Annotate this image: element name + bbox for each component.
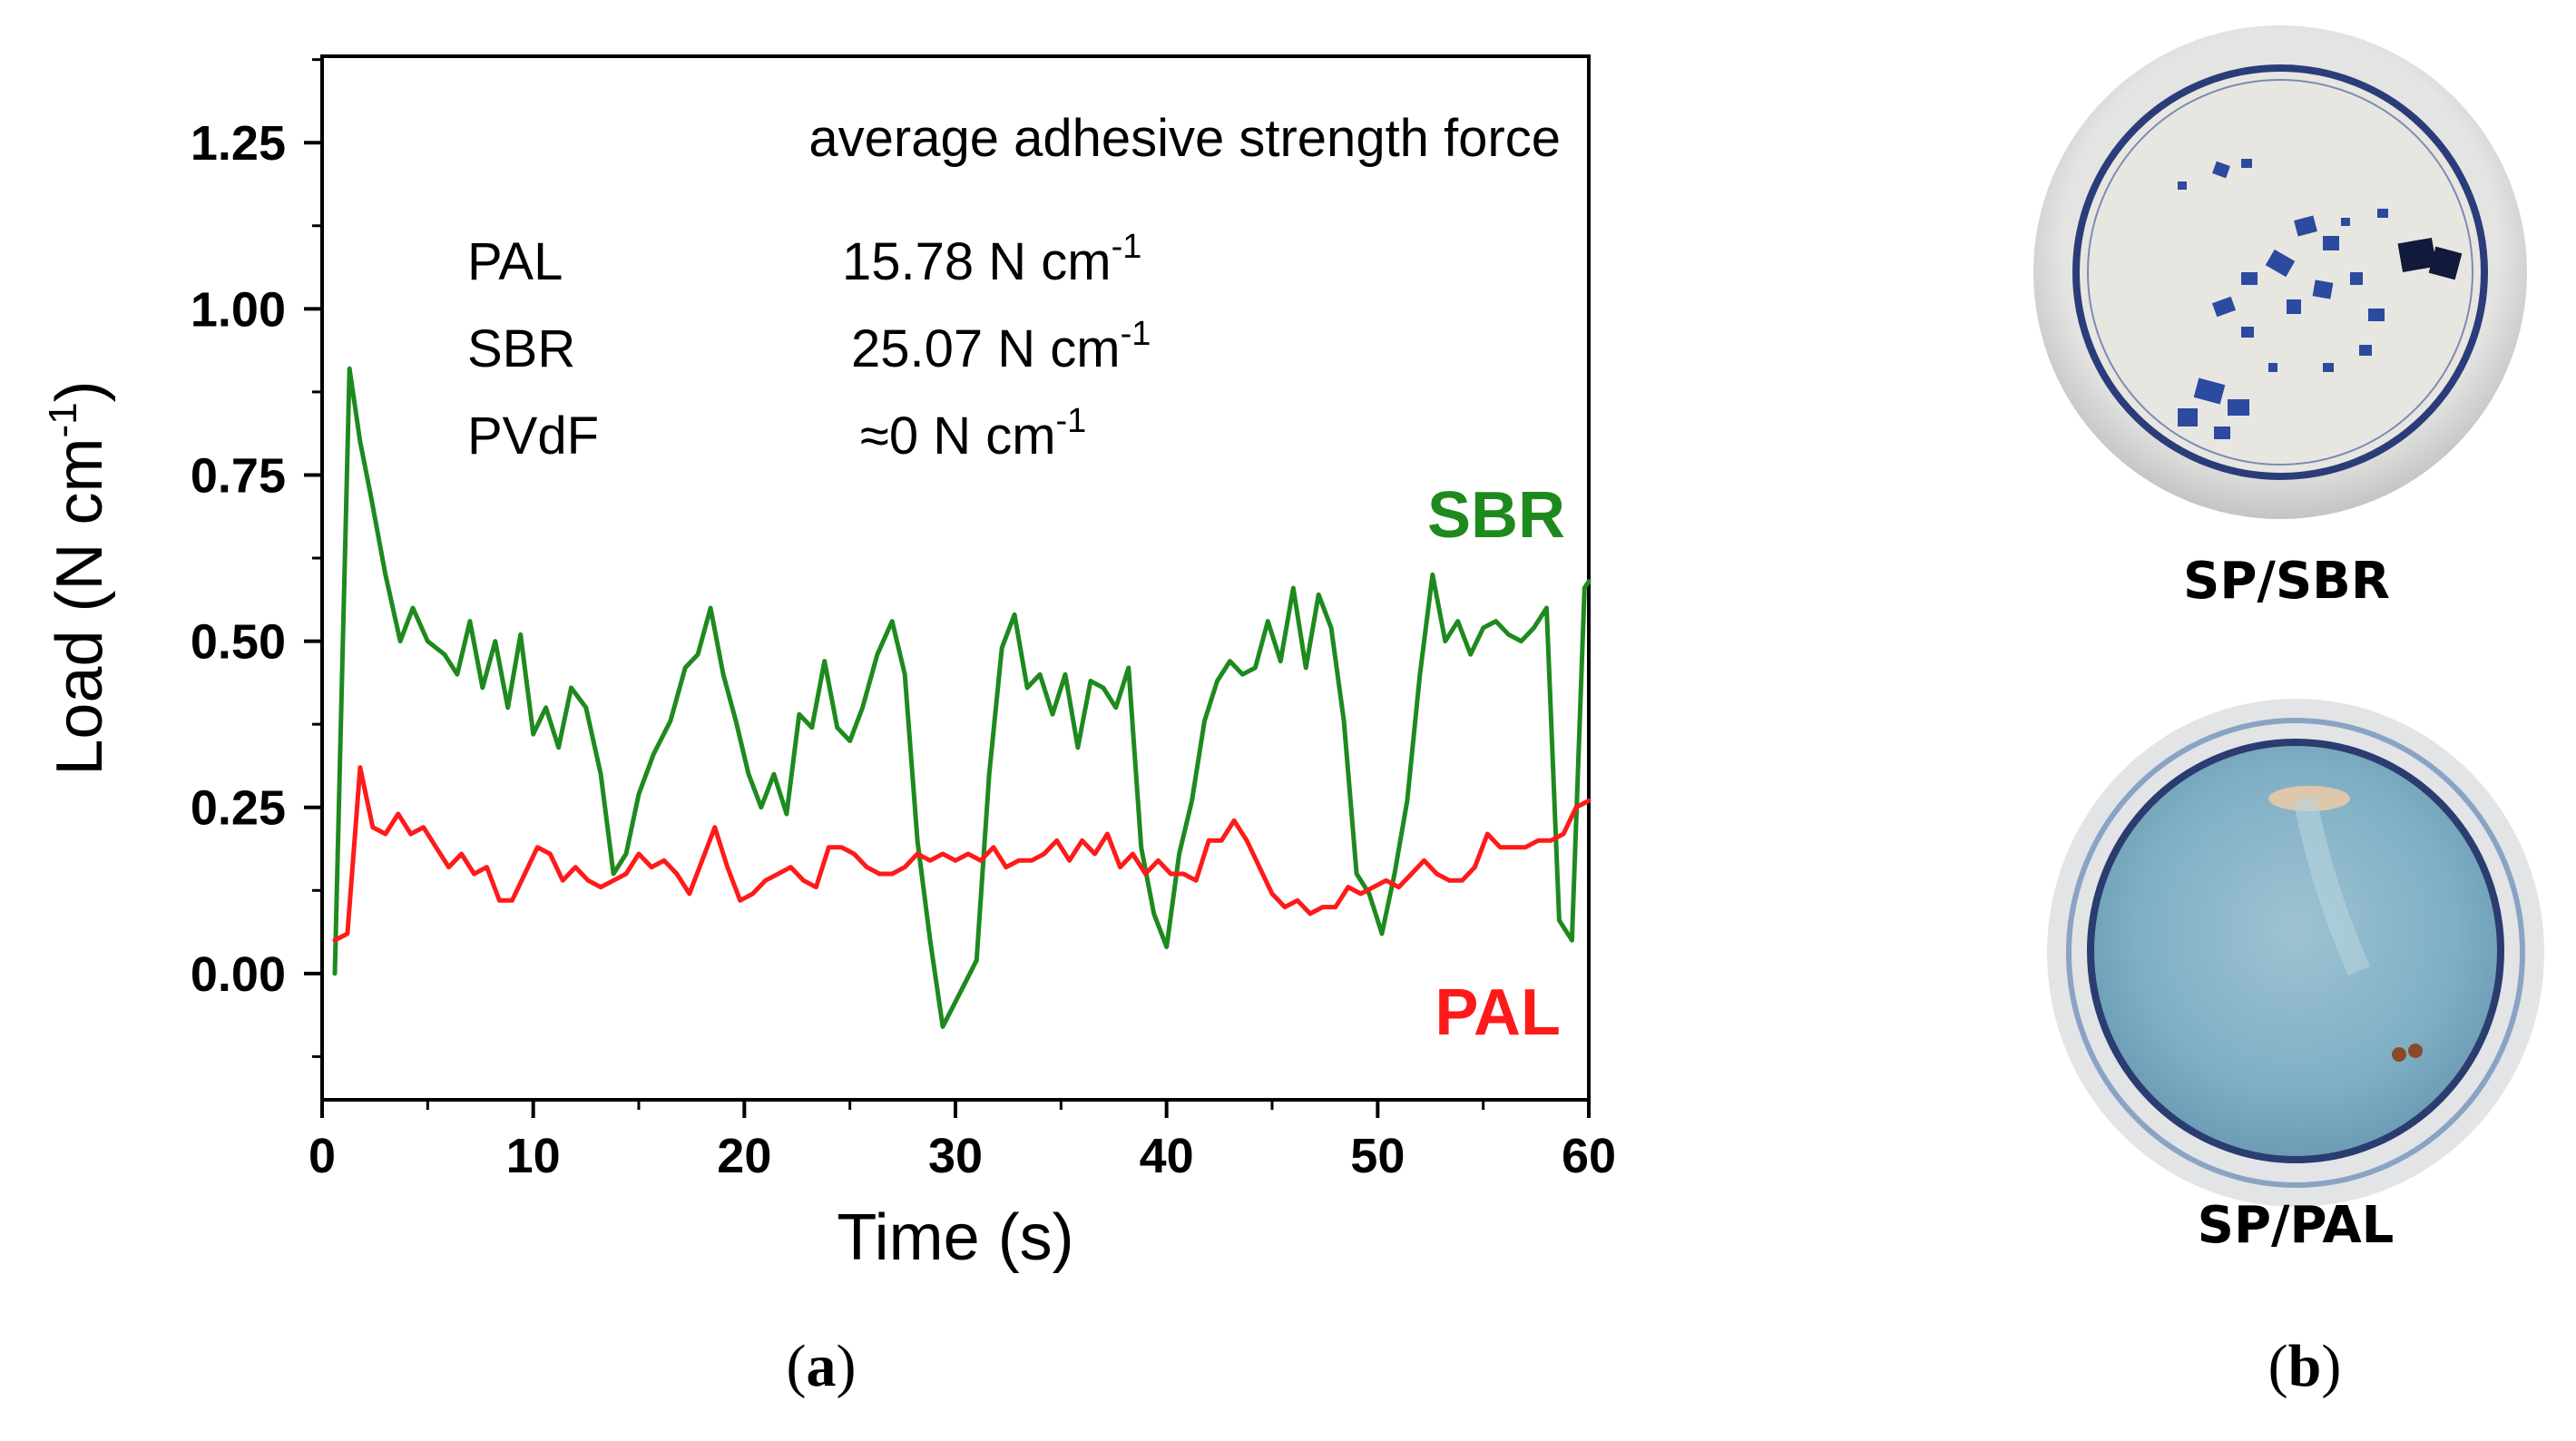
photo-caption-sbr: SP/SBR	[2183, 552, 2390, 611]
x-tick-label: 60	[1562, 1129, 1616, 1183]
panel-label-b-close: )	[2321, 1333, 2342, 1399]
panel-label-a-open: (	[786, 1333, 807, 1399]
dish-sbr-dark-chunks	[2397, 237, 2463, 280]
annotation-row-pal-sup: -1	[1112, 228, 1142, 266]
photo-caption-pal: SP/PAL	[2197, 1196, 2395, 1255]
annotation-row-sbr-name: SBR	[467, 319, 575, 378]
y-tick-label: 0.50	[191, 615, 286, 670]
series-line-pal	[332, 765, 1592, 943]
y-axis-title-sup: -1	[41, 402, 85, 437]
panel-label-a-letter: a	[806, 1333, 837, 1399]
annotation-heading: average adhesive strength force	[808, 109, 1561, 168]
annotation-row-pvdf-sup: -1	[1056, 402, 1087, 440]
x-tick-label: 20	[717, 1129, 771, 1183]
annotation-row-pal-name: PAL	[467, 232, 563, 291]
panel-label-b-open: (	[2267, 1333, 2288, 1399]
y-tick-label: 1.00	[191, 282, 286, 337]
annotation-row-sbr-value: 25.07 N cm-1	[851, 315, 1151, 378]
y-axis: 0.00 0.25 0.50 0.75 1.00 1.25	[191, 58, 322, 1058]
annotation-row-sbr-sup: -1	[1121, 315, 1151, 353]
annotation-row-pvdf-name: PVdF	[467, 407, 599, 466]
y-tick-label: 0.75	[191, 448, 286, 503]
x-tick-label: 10	[506, 1129, 561, 1183]
x-tick-label: 30	[928, 1129, 983, 1183]
panel-label-b: (b)	[2214, 1332, 2395, 1401]
series-label-pal: PAL	[1435, 976, 1561, 1049]
series-label-sbr: SBR	[1427, 479, 1565, 552]
y-tick-label: 0.25	[191, 781, 286, 836]
annotation-row-pvdf-value-text: ≈0 N cm	[860, 407, 1056, 466]
y-tick-label: 1.25	[191, 116, 286, 171]
dish-pal-outer-ring	[2066, 718, 2525, 1188]
y-axis-title: Load (N cm-1)	[41, 380, 116, 775]
x-axis-title: Time (s)	[837, 1201, 1073, 1274]
x-tick-label: 50	[1350, 1129, 1405, 1183]
series-line-sbr	[332, 366, 1592, 1029]
annotation-row-pvdf-value: ≈0 N cm-1	[860, 402, 1086, 466]
dish-sbr-photo	[2033, 25, 2527, 519]
annotation-row-sbr-value-text: 25.07 N cm	[851, 319, 1121, 378]
dish-sbr-flakes	[2178, 159, 2388, 439]
annotation-row-pal-value-text: 15.78 N cm	[842, 232, 1112, 291]
y-axis-title-main: Load (N cm	[44, 437, 116, 775]
y-tick-label: 0.00	[191, 947, 286, 1002]
dish-pal-glare	[2293, 796, 2370, 976]
x-tick-label: 0	[309, 1129, 336, 1183]
series-layer	[332, 366, 1592, 1029]
dish-pal-bubbles	[2392, 1044, 2423, 1062]
dish-pal-photo	[2047, 699, 2544, 1207]
panel-label-b-letter: b	[2287, 1333, 2322, 1399]
dish-sbr-inner-ring	[2087, 79, 2473, 466]
panel-label-a: (a)	[730, 1332, 912, 1401]
plot-frame	[320, 54, 1591, 1102]
x-axis: 0 10 20 30 40 50 60	[309, 1100, 1616, 1183]
y-axis-title-close: )	[44, 380, 116, 402]
panel-label-a-close: )	[836, 1333, 857, 1399]
annotation-row-pal-value: 15.78 N cm-1	[842, 228, 1141, 291]
x-tick-label: 40	[1140, 1129, 1194, 1183]
